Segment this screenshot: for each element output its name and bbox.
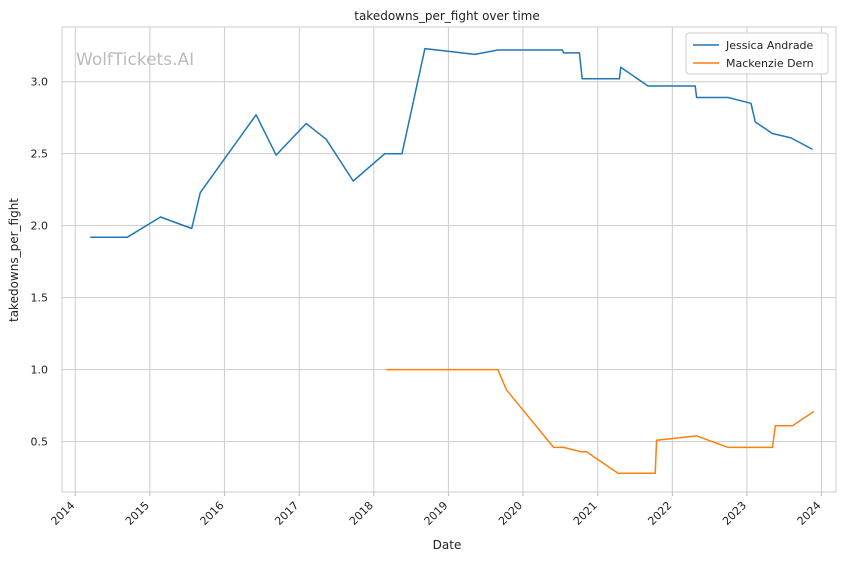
y-tick-label: 0.5	[31, 436, 49, 449]
series-line-mackenzie-dern	[386, 368, 815, 475]
series-lines	[90, 47, 815, 475]
y-tick-label: 2.0	[31, 220, 49, 233]
y-tick-label: 2.5	[31, 148, 49, 161]
legend: Jessica Andrade Mackenzie Dern	[685, 32, 829, 75]
y-axis-label: takedowns_per_fight	[7, 198, 21, 322]
series-line-jessica-andrade	[90, 47, 813, 238]
plot-area-frame	[61, 26, 837, 493]
legend-label-jessica-andrade: Jessica Andrade	[725, 39, 814, 52]
legend-box	[685, 32, 829, 75]
watermark-text: WolfTickets.AI	[76, 50, 194, 70]
y-tick-label: 3.0	[31, 76, 49, 89]
legend-label-mackenzie-dern: Mackenzie Dern	[726, 57, 814, 70]
y-tick-label: 1.5	[31, 292, 49, 305]
x-axis-label: Date	[433, 538, 462, 552]
y-tick-label: 1.0	[31, 364, 49, 377]
chart-title: takedowns_per_fight over time	[354, 9, 540, 23]
